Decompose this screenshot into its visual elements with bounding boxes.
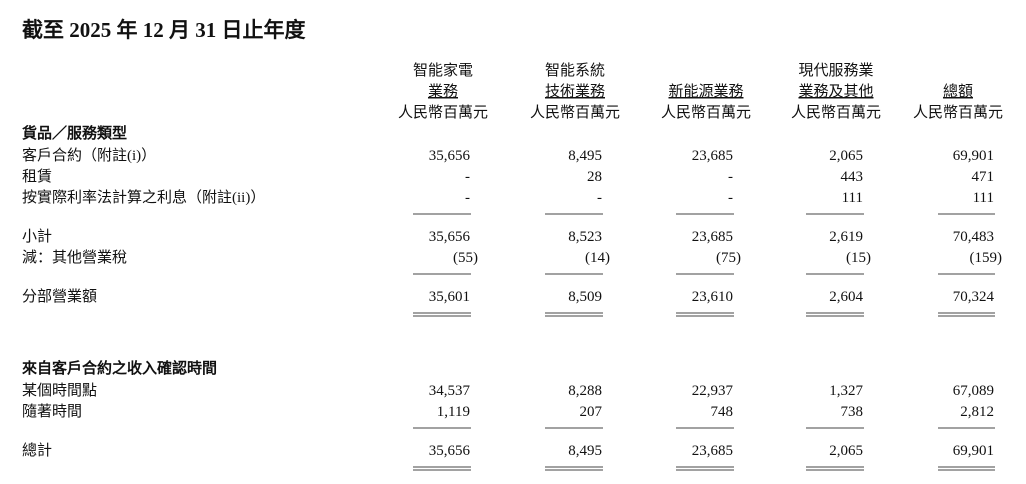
cell-value: 471 [972, 169, 995, 185]
column-header: 技術業務 [545, 83, 605, 100]
column-header: 現代服務業 [798, 62, 873, 79]
cell-value: 23,685 [692, 148, 733, 164]
cell-value: 69,901 [953, 443, 994, 459]
cell-value: 35,656 [429, 443, 471, 459]
row-label: 隨著時間 [22, 403, 82, 420]
cell-value: 34,537 [429, 383, 471, 399]
cell-value: 2,619 [829, 229, 863, 245]
column-header: 智能家電 [413, 61, 473, 79]
row-label: 分部營業額 [22, 288, 97, 305]
cell-value: 738 [841, 404, 864, 420]
cell-value: - [728, 169, 733, 185]
cell-value: 70,324 [953, 289, 995, 305]
row-label: 減：其他營業稅 [22, 249, 127, 266]
cell-value: 35,601 [429, 289, 470, 305]
cell-value: - [465, 169, 470, 185]
cell-value: 8,495 [568, 148, 602, 164]
cell-value: 23,685 [692, 229, 733, 245]
cell-value: 2,065 [829, 443, 863, 459]
column-unit: 人民幣百萬元 [661, 104, 751, 121]
section-heading: 來自客戶合約之收入確認時間 [22, 359, 217, 377]
row-label: 某個時間點 [22, 382, 97, 399]
cell-value: 2,065 [829, 148, 863, 164]
row-label: 按實際利率法計算之利息（附註(ii)） [22, 188, 265, 206]
cell-value: 23,685 [692, 443, 733, 459]
cell-value: - [597, 190, 602, 206]
cell-value: 111 [973, 190, 994, 206]
row-label: 租賃 [22, 168, 52, 185]
cell-value: 2,812 [960, 404, 994, 420]
cell-value: 70,483 [953, 229, 994, 245]
cell-value: 69,901 [953, 148, 994, 164]
cell-value: - [465, 190, 470, 206]
cell-value: 443 [841, 169, 864, 185]
cell-value: 8,495 [568, 443, 602, 459]
column-header: 業務及其他 [798, 83, 873, 100]
cell-value: 111 [842, 190, 863, 206]
column-header: 總額 [943, 82, 973, 100]
column-unit: 人民幣百萬元 [913, 104, 1003, 121]
title: 截至 2025 年 12 月 31 日止年度 [22, 18, 306, 42]
cell-value: 28 [587, 169, 602, 185]
cell-value: 748 [711, 404, 734, 420]
cell-value: (75) [716, 250, 741, 266]
column-header: 新能源業務 [668, 83, 743, 100]
column-unit: 人民幣百萬元 [530, 104, 620, 121]
cell-value: 23,610 [692, 289, 733, 305]
cell-value: 67,089 [953, 383, 994, 399]
row-label: 客戶合約（附註(i)） [22, 147, 156, 164]
cell-value: (14) [585, 250, 610, 266]
cell-value: 22,937 [692, 383, 734, 399]
cell-value: 8,509 [568, 289, 602, 305]
cell-value: (159) [970, 250, 1003, 266]
cell-value: 1,327 [829, 383, 863, 399]
cell-value: (55) [453, 250, 478, 266]
row-label: 總計 [22, 441, 52, 459]
cell-value: 35,656 [429, 229, 471, 245]
column-header: 業務 [428, 83, 458, 100]
cell-value: (15) [846, 250, 871, 266]
column-header: 智能系統 [545, 61, 605, 79]
cell-value: 8,523 [568, 229, 602, 245]
row-label: 小計 [22, 228, 52, 245]
column-unit: 人民幣百萬元 [398, 104, 488, 121]
cell-value: 2,604 [829, 289, 863, 305]
cell-value: 207 [580, 404, 603, 420]
cell-value: - [728, 190, 733, 206]
cell-value: 35,656 [429, 148, 471, 164]
column-unit: 人民幣百萬元 [791, 104, 881, 121]
cell-value: 8,288 [568, 383, 602, 399]
cell-value: 1,119 [437, 404, 470, 420]
section-heading: 貨品／服務類型 [22, 124, 127, 142]
